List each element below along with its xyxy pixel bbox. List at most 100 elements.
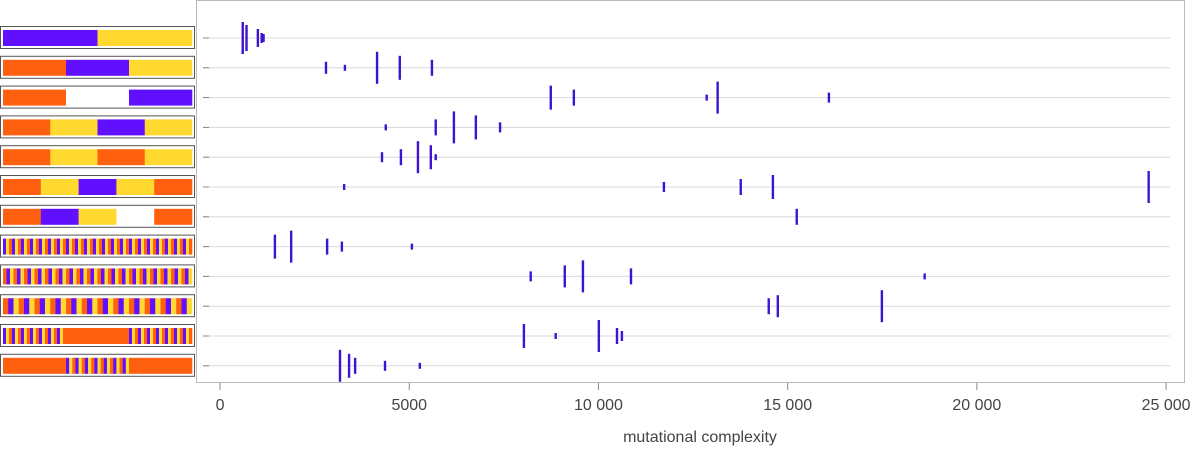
icon-segment — [115, 268, 119, 285]
icon-segment — [87, 238, 91, 255]
icon-segment — [177, 328, 181, 344]
icon-segment — [81, 357, 86, 374]
icon-segment — [162, 328, 166, 344]
icon-segment — [54, 328, 58, 344]
icon-segment — [76, 268, 81, 285]
strip-mark — [325, 238, 329, 255]
icon-segment — [111, 268, 116, 285]
icon-segment — [36, 328, 40, 344]
icon-segment — [21, 238, 25, 255]
icon-segment — [63, 238, 67, 255]
icon-segment — [3, 328, 7, 344]
icon-segment — [30, 328, 34, 344]
icon-segment — [40, 179, 79, 195]
icon-segment — [181, 268, 186, 285]
icon-segment — [144, 149, 193, 166]
icon-segment — [147, 238, 151, 255]
icon-segment — [51, 238, 55, 255]
icon-segment — [94, 268, 98, 285]
strip-mark — [620, 331, 624, 341]
icon-segment — [94, 357, 98, 374]
strip-mark — [429, 145, 433, 170]
icon-segment — [72, 357, 76, 374]
icon-segment — [27, 268, 32, 285]
icon-segment — [40, 208, 79, 225]
icon-segment — [157, 268, 161, 285]
icon-segment — [3, 89, 67, 106]
strip-mark — [273, 234, 277, 259]
icon-segment — [165, 328, 169, 344]
icon-segment — [33, 328, 37, 344]
icon-segment — [135, 328, 139, 344]
icon-segment — [57, 238, 61, 255]
icon-segment — [9, 328, 13, 344]
icon-segment — [50, 119, 98, 136]
icon-segment — [91, 357, 95, 374]
icon-segment — [18, 298, 25, 315]
icon-segment — [129, 238, 133, 255]
icon-segment — [177, 238, 181, 255]
icon-segment — [186, 238, 190, 255]
strip-mark — [260, 33, 263, 43]
icon-segment — [48, 238, 52, 255]
icon-segment — [108, 298, 114, 315]
icon-segment — [66, 357, 70, 374]
strip-mark — [771, 175, 775, 199]
icon-segment — [132, 238, 136, 255]
icon-segment — [39, 238, 43, 255]
icon-segment — [66, 268, 70, 285]
icon-segment — [9, 238, 13, 255]
strip-mark — [705, 94, 708, 101]
icon-segment — [18, 328, 22, 344]
icon-segment — [102, 298, 109, 315]
icon-segment — [13, 298, 20, 315]
strip-mark — [380, 152, 384, 163]
icon-segment — [174, 238, 178, 255]
icon-segment — [34, 298, 41, 315]
strip-mark — [880, 290, 884, 323]
icon-segment — [150, 238, 154, 255]
icon-segment — [97, 268, 102, 285]
icon-segment — [81, 238, 85, 255]
icon-segment — [188, 268, 193, 285]
icon-segment — [171, 268, 175, 285]
icon-segment — [36, 238, 40, 255]
icon-segment — [48, 268, 53, 285]
strip-mark — [410, 243, 414, 250]
strip-mark — [795, 208, 798, 225]
icon-segment — [160, 298, 167, 315]
icon-segment — [116, 179, 155, 195]
strip-mark — [529, 271, 532, 282]
icon-segment — [73, 268, 77, 285]
icon-segment — [3, 357, 67, 374]
icon-segment — [78, 208, 117, 225]
icon-segment — [150, 328, 154, 344]
icon-segment — [29, 298, 35, 315]
icon-segment — [180, 238, 184, 255]
icon-segment — [144, 328, 148, 344]
icon-segment — [63, 328, 67, 344]
icon-segment — [155, 298, 161, 315]
icon-segment — [34, 268, 39, 285]
icon-segment — [27, 238, 31, 255]
plot-frame — [196, 0, 1185, 383]
icon-segment — [97, 298, 104, 315]
icon-segment — [41, 268, 46, 285]
icon-segment — [66, 328, 130, 344]
icon-segment — [93, 238, 97, 255]
icon-segment — [42, 238, 46, 255]
icon-segment — [66, 238, 70, 255]
icon-segment — [69, 238, 73, 255]
icon-segment — [186, 328, 190, 344]
icon-segment — [174, 268, 179, 285]
icon-segment — [138, 238, 142, 255]
strip-mark — [572, 89, 576, 106]
icon-segment — [75, 357, 79, 374]
strip-mark — [262, 34, 265, 42]
icon-segment — [122, 268, 126, 285]
icon-segment — [3, 238, 7, 255]
icon-segment — [71, 298, 77, 315]
icon-segment — [150, 268, 154, 285]
strip-mark — [767, 298, 770, 315]
icon-segment — [27, 328, 31, 344]
